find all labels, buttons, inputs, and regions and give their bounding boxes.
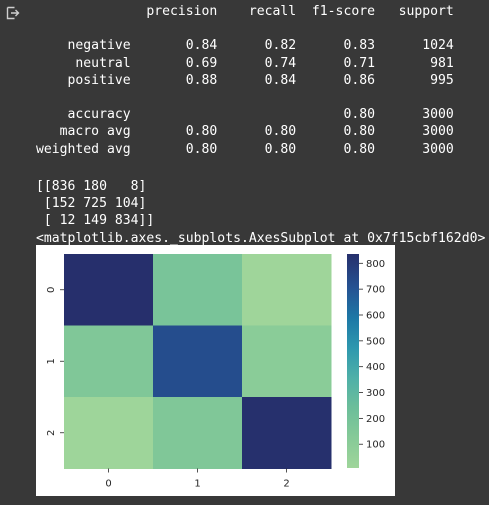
colorbar-tick-label-200: 200 — [366, 414, 385, 425]
heatmap-cell-1-0 — [64, 325, 154, 398]
y-tick-label-0: 0 — [46, 287, 57, 293]
y-tick-label-1: 1 — [46, 358, 57, 364]
heatmap-cell-0-0 — [64, 254, 154, 326]
colorbar — [347, 254, 359, 468]
colorbar-tick-label-700: 700 — [366, 285, 385, 296]
heatmap-cell-1-2 — [242, 325, 332, 398]
y-tick-label-2: 2 — [46, 430, 57, 436]
heatmap-cell-2-1 — [153, 397, 243, 469]
classification-report: precision recall f1-score support negati… — [36, 4, 454, 157]
colorbar-tick-label-100: 100 — [366, 440, 385, 451]
heatmap-cell-0-2 — [242, 254, 332, 326]
colorbar-tick-label-300: 300 — [366, 388, 385, 399]
heatmap-figure: 0 1 2 0 1 2 100 200 300 400 500 600 700 800 — [36, 245, 395, 496]
colorbar-tick-label-500: 500 — [366, 336, 385, 347]
x-tick-label-0: 0 — [105, 479, 111, 490]
heatmap-cell-1-1 — [153, 325, 243, 398]
colorbar-tick-label-600: 600 — [366, 310, 385, 321]
x-tick-label-2: 2 — [283, 479, 289, 490]
heatmap-cell-2-0 — [64, 397, 154, 469]
confusion-matrix-output: [[836 180 8] [152 725 104] [ 12 149 834]… — [36, 179, 486, 246]
output-arrow-icon[interactable] — [6, 6, 20, 20]
heatmap-cell-0-1 — [153, 254, 243, 326]
colorbar-tick-label-800: 800 — [366, 259, 385, 270]
heatmap-cell-2-2 — [242, 397, 332, 469]
x-tick-label-1: 1 — [194, 479, 200, 490]
colorbar-tick-label-400: 400 — [366, 362, 385, 373]
confusion-matrix-heatmap: 0 1 2 0 1 2 100 200 300 400 500 600 700 800 — [46, 254, 385, 490]
